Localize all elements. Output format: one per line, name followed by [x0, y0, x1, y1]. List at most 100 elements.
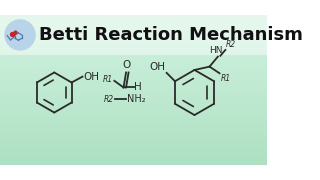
Bar: [0, 99, 267, 100]
Bar: [0, 105, 267, 106]
Bar: [0, 65, 267, 66]
Bar: [0, 79, 267, 80]
Bar: [0, 162, 267, 163]
Bar: [0, 122, 267, 123]
Bar: [0, 146, 267, 147]
Bar: [0, 151, 267, 152]
Bar: [0, 131, 267, 132]
Bar: [0, 158, 267, 159]
Bar: [0, 87, 267, 88]
Bar: [0, 160, 267, 161]
Bar: [0, 127, 267, 128]
Bar: [0, 56, 267, 57]
Text: Betti Reaction Mechanism: Betti Reaction Mechanism: [39, 26, 303, 44]
Bar: [0, 16, 267, 17]
Bar: [0, 155, 267, 156]
Text: O: O: [123, 60, 131, 70]
Bar: [0, 39, 267, 40]
Bar: [0, 21, 267, 22]
Bar: [0, 52, 267, 53]
Bar: [0, 107, 267, 108]
Bar: [0, 157, 267, 158]
Bar: [0, 26, 267, 27]
Bar: [0, 108, 267, 109]
Bar: [0, 141, 267, 142]
Bar: [0, 119, 267, 120]
Bar: [0, 18, 267, 19]
FancyBboxPatch shape: [0, 15, 267, 55]
Bar: [0, 31, 267, 32]
Bar: [0, 163, 267, 164]
Bar: [0, 28, 267, 29]
Bar: [0, 47, 267, 48]
Bar: [0, 60, 267, 61]
Bar: [0, 68, 267, 69]
Bar: [0, 88, 267, 89]
Bar: [0, 135, 267, 136]
Bar: [0, 145, 267, 146]
Bar: [0, 49, 267, 50]
Bar: [0, 164, 267, 165]
Bar: [0, 20, 267, 21]
Bar: [0, 96, 267, 97]
Bar: [0, 29, 267, 30]
Bar: [0, 161, 267, 162]
Bar: [0, 36, 267, 37]
Bar: [0, 109, 267, 110]
Bar: [0, 53, 267, 54]
Bar: [0, 140, 267, 141]
Bar: [0, 144, 267, 145]
Bar: [0, 154, 267, 155]
Bar: [0, 156, 267, 157]
Bar: [0, 125, 267, 126]
Bar: [0, 110, 267, 111]
Bar: [0, 93, 267, 94]
Text: R2: R2: [103, 95, 114, 104]
Bar: [0, 90, 267, 91]
Bar: [0, 63, 267, 64]
Bar: [0, 77, 267, 78]
Bar: [0, 81, 267, 82]
Bar: [0, 34, 267, 35]
Bar: [0, 137, 267, 138]
Bar: [0, 15, 267, 16]
Bar: [0, 102, 267, 103]
Bar: [0, 91, 267, 92]
Bar: [0, 58, 267, 59]
Bar: [0, 40, 267, 41]
Bar: [0, 111, 267, 112]
Bar: [0, 73, 267, 74]
Bar: [0, 61, 267, 62]
Bar: [0, 128, 267, 129]
Bar: [0, 42, 267, 43]
Bar: [0, 23, 267, 24]
Bar: [0, 114, 267, 115]
Bar: [0, 89, 267, 90]
Bar: [0, 70, 267, 71]
Bar: [0, 64, 267, 65]
Bar: [0, 147, 267, 148]
Bar: [0, 142, 267, 143]
Bar: [0, 97, 267, 98]
Bar: [0, 118, 267, 119]
Bar: [0, 45, 267, 46]
Bar: [0, 82, 267, 83]
Bar: [0, 129, 267, 130]
Bar: [0, 148, 267, 149]
Bar: [0, 138, 267, 139]
Bar: [0, 149, 267, 150]
Bar: [0, 17, 267, 18]
Bar: [0, 103, 267, 104]
Text: H: H: [134, 82, 142, 93]
Bar: [0, 98, 267, 99]
Bar: [0, 66, 267, 67]
Bar: [0, 75, 267, 76]
Bar: [0, 67, 267, 68]
Bar: [0, 43, 267, 44]
Text: R1: R1: [103, 75, 113, 84]
Bar: [0, 33, 267, 34]
Bar: [0, 92, 267, 93]
Bar: [0, 22, 267, 23]
Text: NH₂: NH₂: [127, 94, 146, 104]
Bar: [0, 136, 267, 137]
